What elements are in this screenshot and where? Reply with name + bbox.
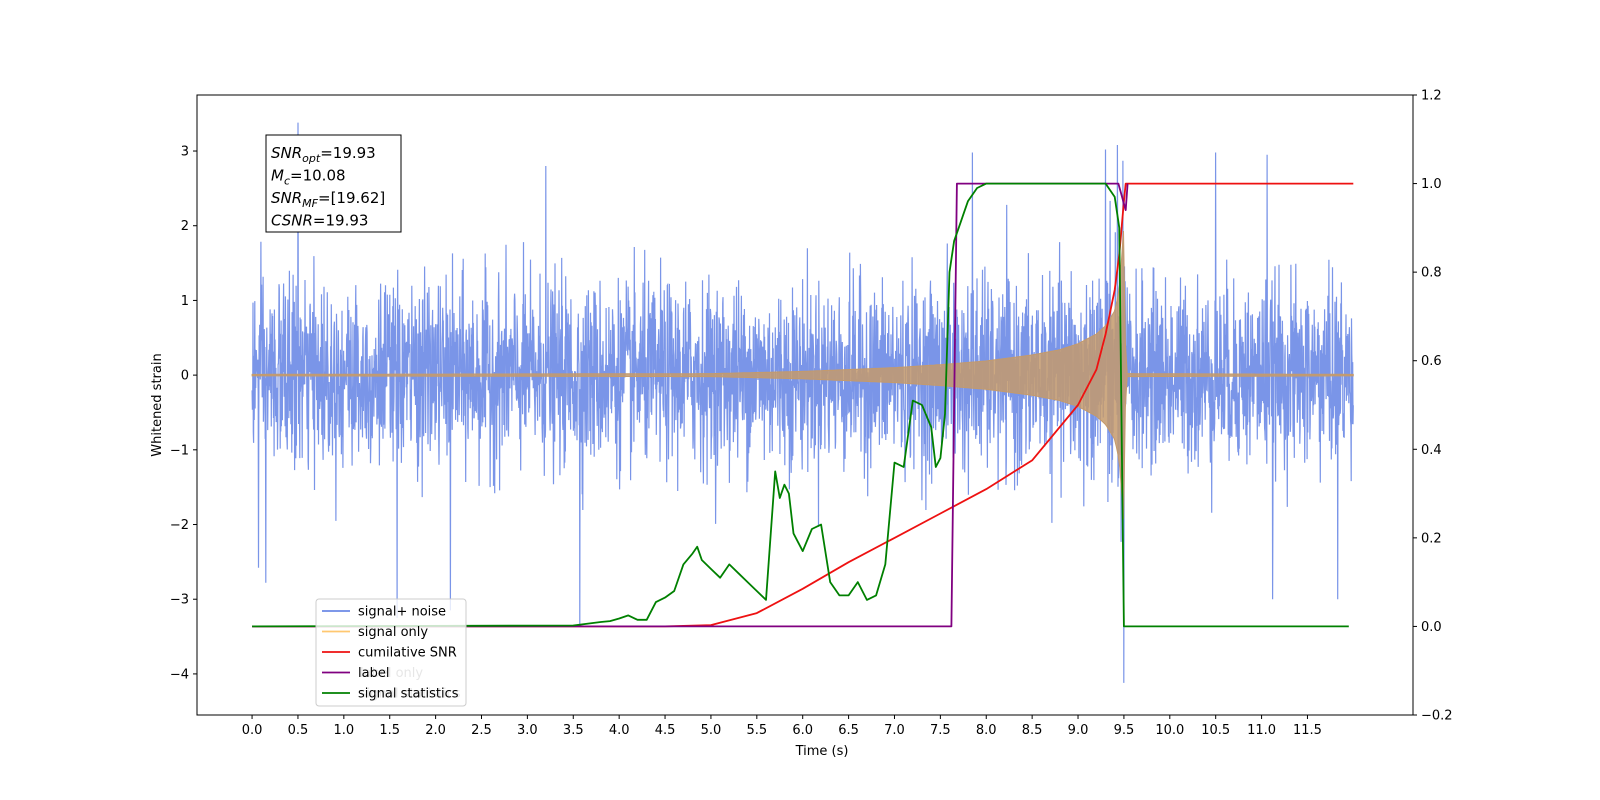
annotation-line: SNRMF=[19.62] — [271, 189, 385, 210]
legend-label: cumilative SNR — [358, 646, 457, 661]
y-left-tick-label: 3 — [181, 145, 189, 160]
legend-label: signal only — [358, 625, 428, 640]
series-layer — [251, 122, 1354, 683]
x-axis-label: Time (s) — [795, 744, 849, 759]
legend-label: label — [358, 666, 389, 681]
annotation-value: =19.93 — [320, 144, 376, 162]
annotation-value: =19.93 — [313, 212, 369, 230]
x-tick-label: 1.0 — [333, 723, 354, 738]
x-tick-label: 3.0 — [517, 723, 538, 738]
y-axis-right: 1.2 1.0 0.8 0.6 0.4 0.2 0.0 −0.2 — [1413, 89, 1453, 724]
legend-ghost-label: signal statistics — [360, 687, 461, 702]
y-axis-label: Whitened strain — [150, 353, 165, 456]
x-tick-label: 5.5 — [746, 723, 767, 738]
legend-frame — [315, 598, 467, 707]
x-tick-label: 8.0 — [976, 723, 997, 738]
annotation-line: CSNR=19.93 — [271, 212, 368, 230]
x-tick-label: 3.5 — [563, 723, 584, 738]
annotation-symbol: SNR — [271, 189, 302, 207]
y-left-tick-label: −2 — [170, 518, 189, 533]
x-tick-label: 5.0 — [701, 723, 722, 738]
x-tick-label: 6.5 — [838, 723, 859, 738]
series-signal-statistics-line — [252, 182, 1349, 628]
y-left-tick-label: −3 — [170, 593, 189, 608]
x-tick-label: 0.0 — [242, 723, 263, 738]
annotation-symbol: CSNR — [271, 212, 313, 230]
y-left-tick-label: 0 — [181, 369, 189, 384]
annotation-subscript: c — [284, 175, 290, 188]
x-tick-label: 9.5 — [1114, 723, 1135, 738]
x-tick-label: 4.0 — [609, 723, 630, 738]
series-signal-noise-line — [251, 122, 1354, 683]
annotation-symbol: M — [271, 167, 284, 185]
y-right-tick-label: 0.0 — [1421, 620, 1442, 635]
x-tick-label: 10.0 — [1155, 723, 1184, 738]
legend-label: signal statistics — [358, 687, 459, 702]
x-tick-label: 11.0 — [1247, 723, 1276, 738]
x-tick-label: 9.0 — [1068, 723, 1089, 738]
x-tick-label: 6.0 — [792, 723, 813, 738]
series-signal-only-fill — [251, 230, 1354, 520]
y-left-tick-label: 2 — [181, 219, 189, 234]
legend-label: signal+ noise — [358, 605, 446, 620]
x-tick-label: 10.5 — [1201, 723, 1230, 738]
y-right-tick-label: 0.4 — [1421, 443, 1442, 458]
legend: signal+ noise signal only cumilative SNR la… — [315, 598, 467, 707]
x-tick-label: 8.5 — [1022, 723, 1043, 738]
x-axis: 0.0 0.5 1.0 1.5 2.0 2.5 3.0 3.5 4.0 4.5 5.0 5.5 6.0 6… — [242, 715, 1322, 738]
x-tick-label: 7.5 — [930, 723, 951, 738]
y-left-tick-label: 1 — [181, 294, 189, 309]
annotation-line: SNRopt=19.93 — [271, 144, 376, 165]
y-left-tick-label: −4 — [170, 667, 189, 682]
y-right-tick-label: 1.2 — [1421, 89, 1442, 104]
snr-annotation-box: SNRopt=19.93Mc=10.08SNRMF=[19.62]CSNR=19… — [265, 134, 402, 233]
x-tick-label: 2.0 — [425, 723, 446, 738]
legend-ghost-label: label only — [360, 666, 423, 681]
y-right-tick-label: 1.0 — [1421, 177, 1442, 192]
annotation-line: Mc=10.08 — [271, 167, 346, 188]
x-tick-label: 7.0 — [884, 723, 905, 738]
annotation-frame — [265, 134, 402, 233]
y-axis-left: 3 2 1 0 −1 −2 −3 −4 — [170, 145, 197, 682]
y-left-tick-label: −1 — [170, 443, 189, 458]
annotation-subscript: opt — [302, 152, 321, 165]
annotation-value: =10.08 — [290, 167, 346, 185]
y-right-tick-label: 0.6 — [1421, 354, 1442, 369]
x-tick-label: 2.5 — [471, 723, 492, 738]
y-right-tick-label: 0.8 — [1421, 266, 1442, 281]
annotation-subscript: MF — [302, 197, 318, 210]
x-tick-label: 4.5 — [655, 723, 676, 738]
plot-frame — [196, 94, 1414, 716]
y-right-tick-label: 0.2 — [1421, 531, 1442, 546]
annotation-symbol: SNR — [271, 144, 302, 162]
x-tick-label: 0.5 — [288, 723, 309, 738]
x-tick-label: 1.5 — [379, 723, 400, 738]
annotation-value: =[19.62] — [318, 189, 385, 207]
y-right-tick-label: −0.2 — [1421, 709, 1453, 724]
x-tick-label: 11.5 — [1293, 723, 1322, 738]
